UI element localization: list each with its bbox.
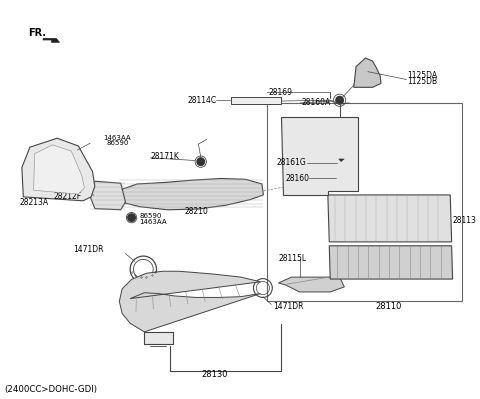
Circle shape xyxy=(197,158,204,166)
Polygon shape xyxy=(34,145,84,194)
Text: 1471DR: 1471DR xyxy=(273,302,303,310)
Polygon shape xyxy=(328,195,452,242)
Text: 28169: 28169 xyxy=(268,88,292,97)
Text: 86590: 86590 xyxy=(140,213,162,219)
Text: (2400CC>DOHC-GDI): (2400CC>DOHC-GDI) xyxy=(4,385,97,394)
Circle shape xyxy=(338,162,346,169)
Polygon shape xyxy=(144,332,172,344)
Text: 28160: 28160 xyxy=(285,174,309,183)
Text: 28210: 28210 xyxy=(184,207,208,216)
Polygon shape xyxy=(120,271,261,332)
Text: 28130: 28130 xyxy=(202,370,228,379)
Polygon shape xyxy=(354,58,381,87)
Circle shape xyxy=(69,147,76,155)
Polygon shape xyxy=(120,178,264,210)
Text: 28212F: 28212F xyxy=(54,192,82,201)
Text: 28110: 28110 xyxy=(376,302,402,311)
Polygon shape xyxy=(339,159,344,162)
Bar xyxy=(231,97,281,104)
Text: 28114C: 28114C xyxy=(187,96,216,105)
Bar xyxy=(267,103,462,300)
Text: 28161G: 28161G xyxy=(277,158,307,167)
Polygon shape xyxy=(22,138,95,201)
Polygon shape xyxy=(329,246,453,279)
Text: 1463AA: 1463AA xyxy=(104,135,131,141)
Circle shape xyxy=(128,214,135,221)
Text: 28113: 28113 xyxy=(453,216,477,225)
Text: 86590: 86590 xyxy=(106,140,129,146)
Text: 28171K: 28171K xyxy=(150,152,179,161)
Polygon shape xyxy=(278,277,344,292)
Text: 28160A: 28160A xyxy=(302,99,331,107)
Text: 28115L: 28115L xyxy=(278,254,307,263)
Text: 1471DR: 1471DR xyxy=(73,245,104,254)
Text: FR.: FR. xyxy=(28,28,46,38)
Text: 28213A: 28213A xyxy=(20,198,48,207)
Circle shape xyxy=(336,97,343,104)
Polygon shape xyxy=(281,117,359,195)
Text: 1463AA: 1463AA xyxy=(140,219,167,225)
Text: 1125DB: 1125DB xyxy=(407,77,437,86)
Circle shape xyxy=(338,174,346,181)
Text: 1125DA: 1125DA xyxy=(407,71,437,80)
Polygon shape xyxy=(89,181,125,210)
Polygon shape xyxy=(43,38,60,42)
